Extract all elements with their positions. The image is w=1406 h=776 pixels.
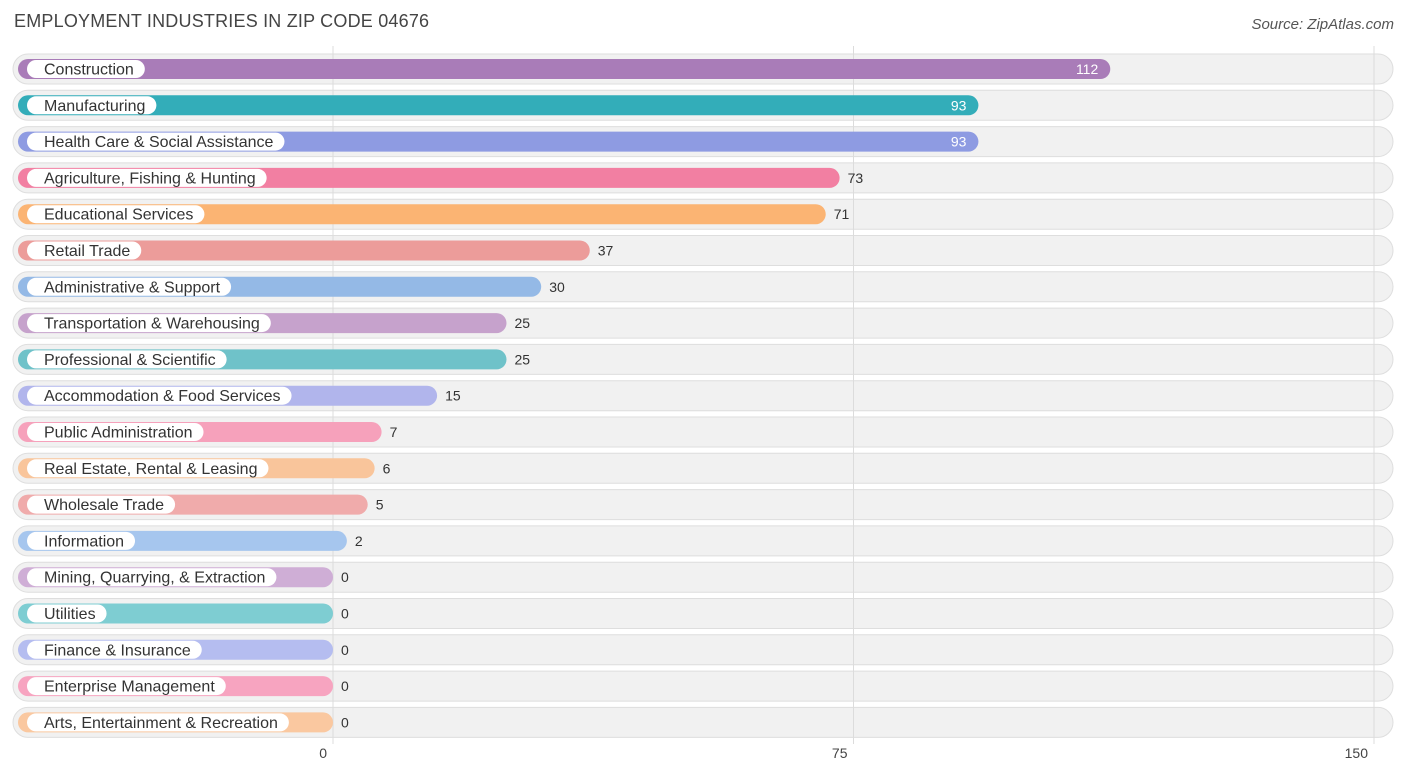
- category-label-pill: [27, 314, 271, 333]
- bar: [18, 240, 590, 261]
- category-label-pill: [27, 495, 176, 514]
- category-label: Health Care & Social Assistance: [44, 134, 274, 151]
- category-label: Retail Trade: [44, 243, 130, 260]
- value-label: 0: [341, 642, 349, 658]
- category-label: Administrative & Support: [44, 279, 221, 296]
- category-label-pill: [27, 568, 277, 587]
- category-label: Agriculture, Fishing & Hunting: [44, 170, 256, 187]
- row-background: [12, 561, 1394, 593]
- category-label: Real Estate, Rental & Leasing: [44, 461, 257, 478]
- value-label: 0: [341, 714, 349, 730]
- category-label-pill: [27, 60, 145, 78]
- row-background: [12, 525, 1394, 557]
- x-tick-label: 150: [1345, 745, 1369, 761]
- value-label: 25: [515, 351, 531, 367]
- value-label: 37: [598, 243, 614, 259]
- category-label: Construction: [44, 62, 134, 79]
- value-label: 30: [549, 279, 565, 295]
- category-label-pill: [27, 132, 285, 151]
- axis-ticks: 0 75 150: [319, 745, 1368, 761]
- category-label: Information: [44, 533, 124, 550]
- category-label: Mining, Quarrying, & Extraction: [44, 570, 265, 587]
- value-labels: 112 93 93 73 71 37 30 25 25 15 7 6 5 2 0 0 0 0 0: [341, 61, 1098, 730]
- value-label: 2: [355, 533, 363, 549]
- category-label: Professional & Scientific: [44, 352, 216, 369]
- category-label: Public Administration: [44, 425, 193, 442]
- value-label: 6: [383, 460, 391, 476]
- value-label: 5: [376, 497, 384, 513]
- category-label-pill: [27, 677, 226, 696]
- value-label: 0: [341, 569, 349, 585]
- category-label: Wholesale Trade: [44, 497, 164, 514]
- bar: [18, 59, 1111, 79]
- category-label: Utilities: [44, 606, 96, 623]
- category-label: Educational Services: [44, 207, 193, 224]
- bar: [18, 95, 979, 116]
- category-label-pill: [27, 386, 292, 405]
- value-label: 0: [341, 678, 349, 694]
- category-labels: Construction Manufacturing Health Care & S…: [27, 60, 292, 732]
- category-label-pill: [27, 604, 107, 623]
- value-label: 112: [1076, 61, 1099, 77]
- row-background: [12, 706, 1394, 738]
- value-label: 73: [848, 170, 864, 186]
- category-label: Transportation & Warehousing: [44, 316, 260, 333]
- x-tick-label: 0: [319, 745, 327, 761]
- category-label-pill: [27, 459, 269, 478]
- category-label: Manufacturing: [44, 98, 145, 115]
- category-label: Enterprise Management: [44, 679, 215, 696]
- value-label: 7: [390, 424, 398, 440]
- value-label: 93: [951, 134, 967, 150]
- category-label-pill: [27, 423, 204, 441]
- category-label-pill: [27, 713, 289, 732]
- category-label-pill: [27, 277, 232, 296]
- value-label: 93: [951, 97, 967, 113]
- chart-title: EMPLOYMENT INDUSTRIES IN ZIP CODE 04676: [14, 11, 430, 31]
- category-label-pill: [27, 96, 157, 115]
- category-label-pill: [27, 350, 227, 369]
- row-background: [12, 670, 1394, 702]
- value-label: 25: [515, 315, 531, 331]
- value-label: 71: [834, 206, 850, 222]
- row-background: [12, 634, 1394, 666]
- x-tick-label: 75: [832, 745, 848, 761]
- category-label-pill: [27, 241, 142, 260]
- bar: [18, 204, 826, 225]
- chart-source: Source: ZipAtlas.com: [1251, 16, 1394, 33]
- category-label-pill: [27, 205, 205, 224]
- category-label-pill: [27, 531, 136, 550]
- category-label: Finance & Insurance: [44, 642, 191, 659]
- category-label-pill: [27, 640, 202, 659]
- category-label-pill: [27, 168, 267, 187]
- row-background: [12, 598, 1394, 629]
- category-label: Arts, Entertainment & Recreation: [44, 715, 278, 732]
- category-label: Accommodation & Food Services: [44, 388, 281, 405]
- value-label: 0: [341, 606, 349, 622]
- value-label: 15: [445, 388, 461, 404]
